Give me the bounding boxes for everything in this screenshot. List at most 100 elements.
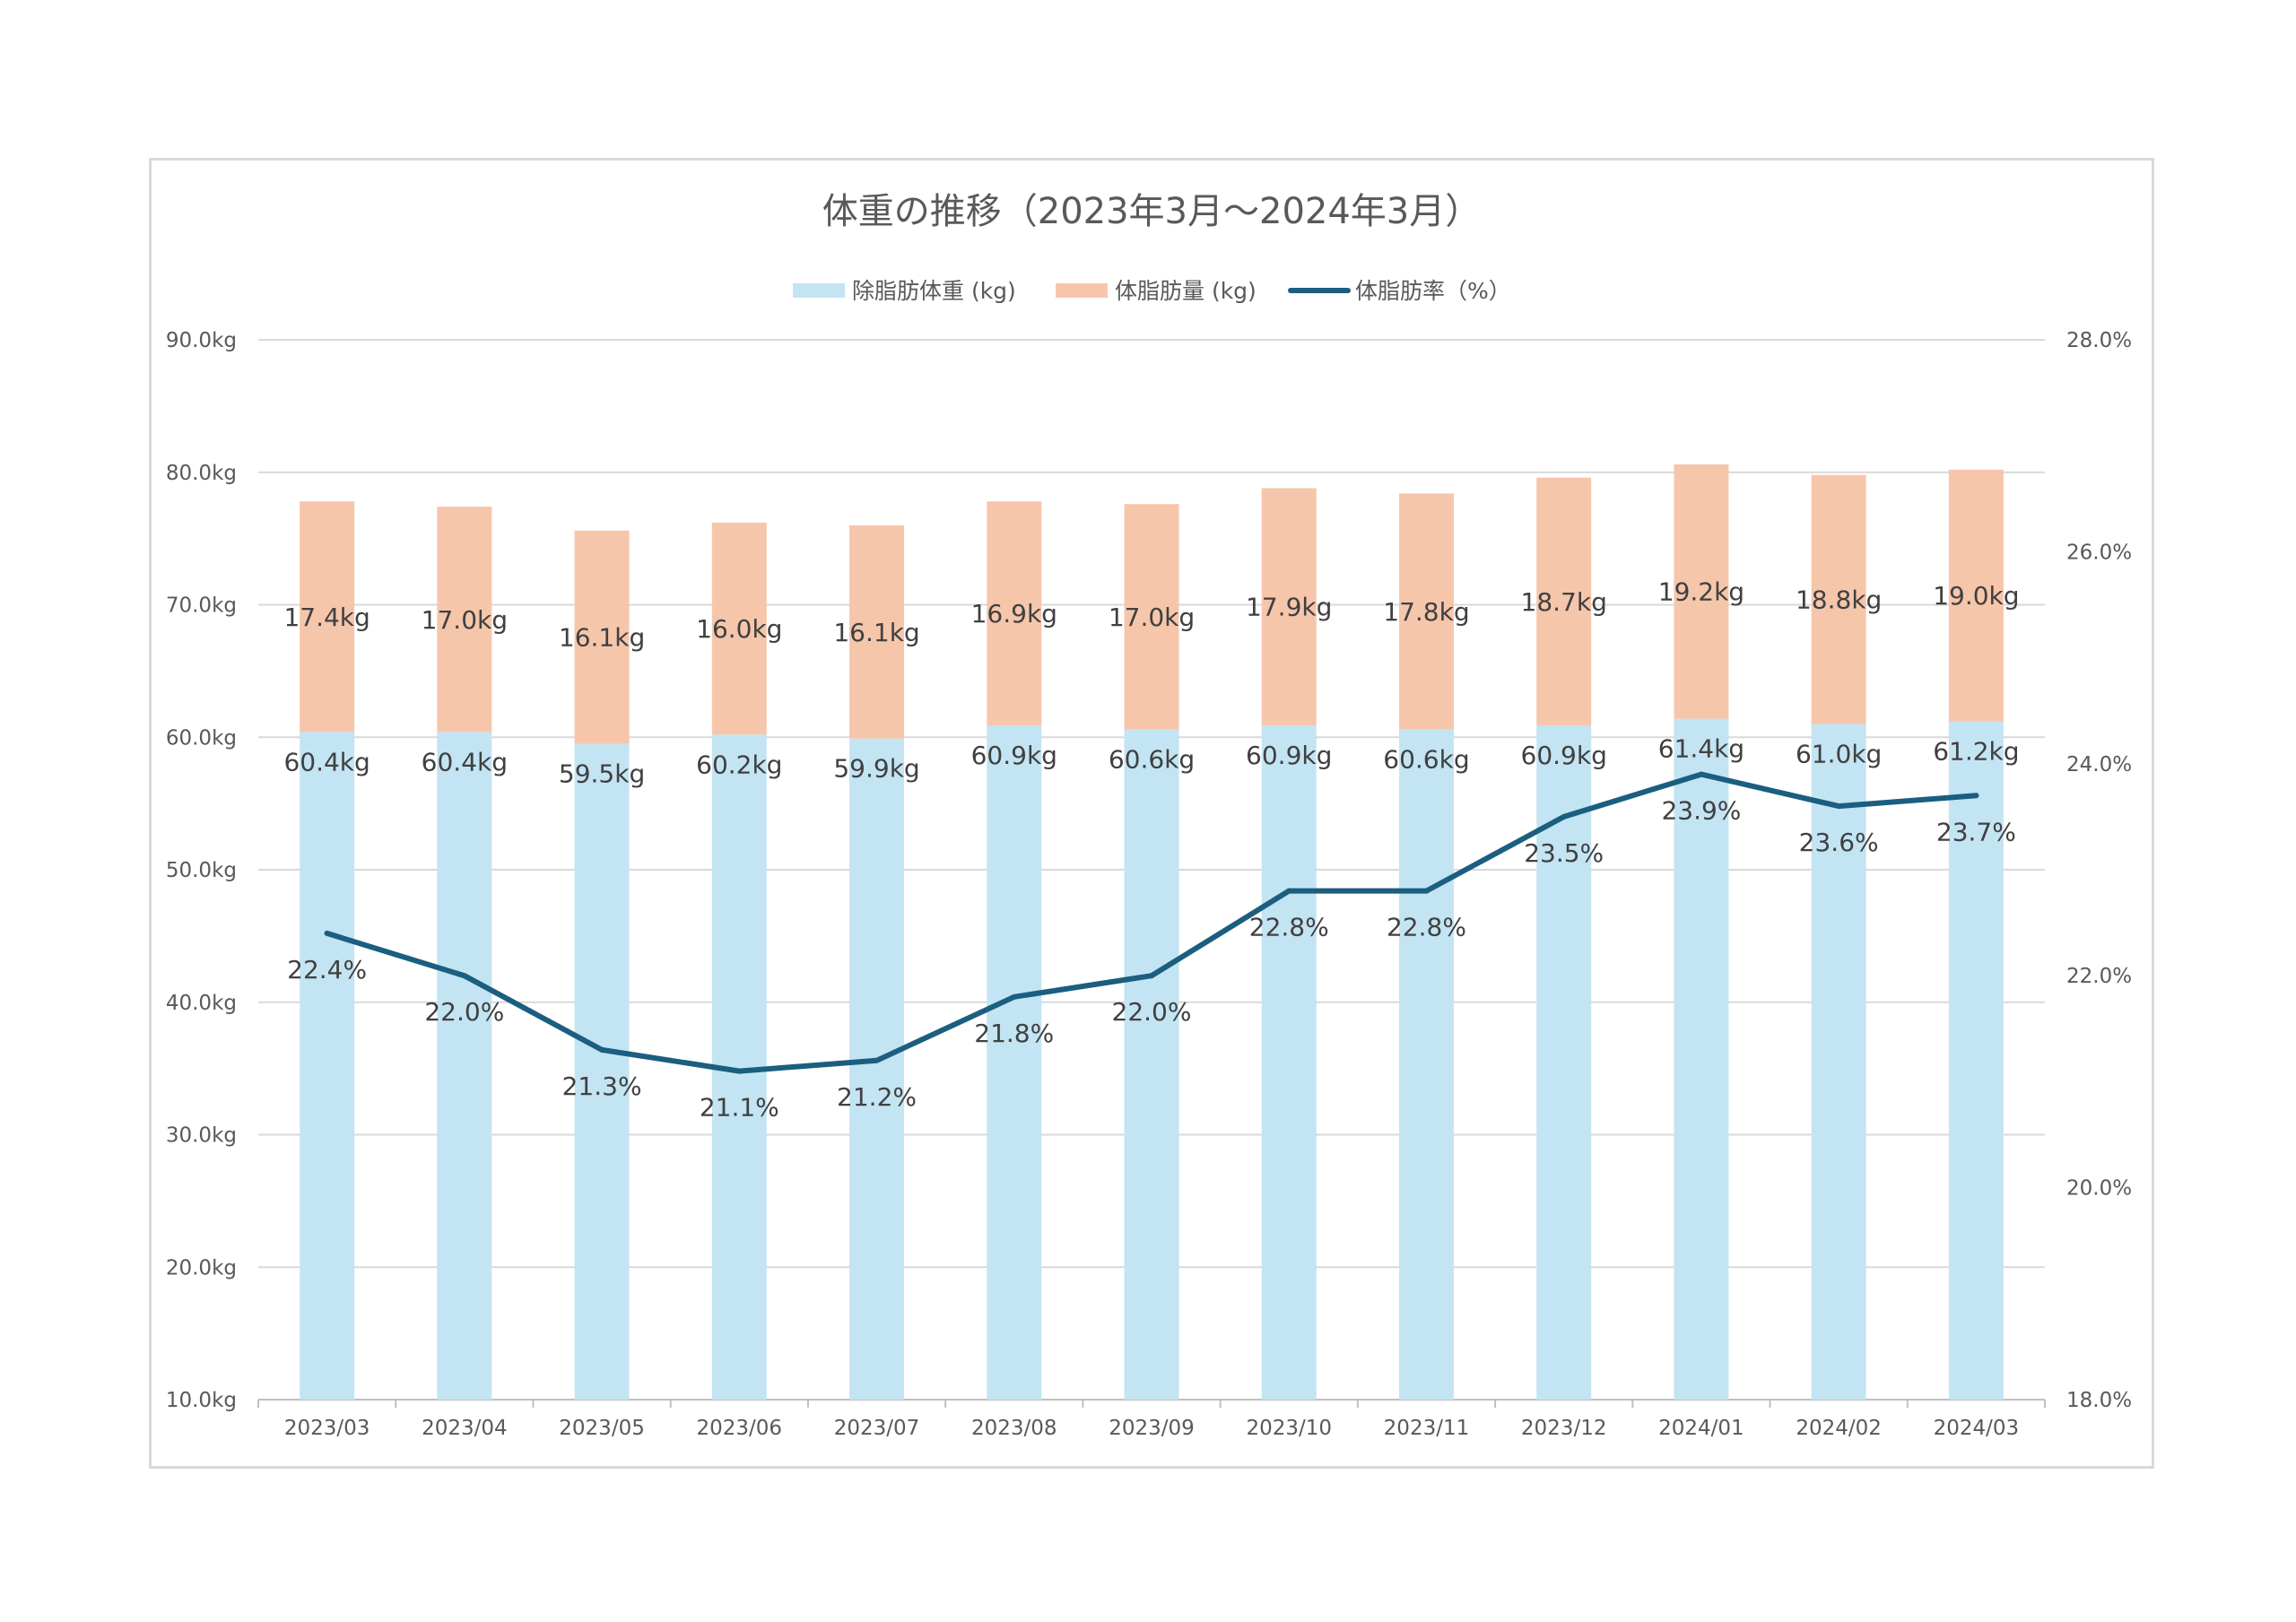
data-label-lean-mass: 61.2kg (1933, 737, 2019, 767)
fat-rate-point (461, 973, 467, 979)
data-label-fat-mass: 17.0kg (422, 605, 508, 635)
legend: 除脂肪体重 (kg) 体脂肪量 (kg) 体脂肪率（%） (793, 278, 1511, 304)
y-right-tick: 26.0% (2066, 541, 2132, 564)
chart-frame: 体重の推移（2023年3月～2024年3月） 除脂肪体重 (kg) 体脂肪量 (k… (149, 158, 2154, 1469)
bar-lean-mass (1398, 729, 1454, 1400)
data-label-fat-rate: 21.3% (562, 1071, 642, 1101)
x-tick-label: 2024/03 (1934, 1417, 2020, 1440)
bar-lean-mass (300, 732, 355, 1400)
data-label-fat-rate: 22.0% (424, 997, 504, 1027)
data-label-fat-rate: 21.1% (700, 1093, 779, 1123)
y-left-tick: 50.0kg (166, 859, 237, 882)
y-left-tick: 60.0kg (166, 726, 237, 750)
fat-rate-point (1561, 813, 1567, 820)
legend-swatch (793, 283, 845, 298)
data-label-fat-mass: 17.4kg (283, 603, 370, 632)
x-axis: 2023/03 2023/04 2023/05 2023/06 2023/07 2023/… (257, 1399, 2046, 1440)
bar-fat-mass (987, 501, 1042, 725)
y-right-tick: 28.0% (2066, 329, 2132, 352)
x-tick-label: 2024/01 (1658, 1417, 1744, 1440)
data-label-lean-mass: 60.9kg (1521, 741, 1607, 770)
bar-lean-mass (574, 743, 630, 1400)
data-label-fat-rate: 23.7% (1936, 817, 2016, 846)
data-label-fat-rate: 21.2% (837, 1082, 917, 1112)
data-label-fat-mass: 16.0kg (696, 614, 782, 644)
x-tick-label: 2023/10 (1246, 1417, 1332, 1440)
fat-rate-point (1836, 803, 1842, 810)
bar-fat-mass (574, 530, 630, 744)
x-tick-label: 2023/08 (971, 1417, 1057, 1440)
fat-rate-point (874, 1057, 880, 1063)
data-label-lean-mass: 60.9kg (971, 741, 1057, 770)
y-left-tick: 20.0kg (166, 1256, 237, 1279)
bar-lean-mass (1674, 718, 1729, 1400)
data-label-fat-mass: 16.9kg (971, 599, 1057, 629)
data-label-lean-mass: 60.6kg (1383, 744, 1469, 774)
data-label-fat-mass: 17.9kg (1246, 593, 1332, 622)
bar-lean-mass (1811, 724, 1866, 1400)
bar-fat-mass (711, 522, 767, 735)
x-tick-label: 2023/05 (559, 1417, 645, 1440)
bar-lean-mass (1948, 721, 2004, 1400)
fat-rate-point (1149, 973, 1154, 979)
data-label-lean-mass: 60.4kg (283, 747, 370, 776)
y-left-tick: 90.0kg (166, 329, 237, 352)
fat-rate-point (1698, 771, 1704, 777)
combo-chart: 体重の推移（2023年3月～2024年3月） 除脂肪体重 (kg) 体脂肪量 (k… (166, 191, 2132, 1440)
data-label-fat-mass: 18.7kg (1521, 587, 1607, 617)
legend-swatch (1056, 283, 1108, 298)
fat-rate-point (1286, 888, 1292, 894)
y-left-tick: 30.0kg (166, 1124, 237, 1148)
x-tick-label: 2023/09 (1109, 1417, 1195, 1440)
x-tick-label: 2023/03 (284, 1417, 370, 1440)
data-label-lean-mass: 60.9kg (1246, 741, 1332, 770)
data-label-fat-rate: 22.8% (1387, 913, 1466, 942)
data-label-fat-mass: 17.8kg (1383, 597, 1469, 627)
bar-fat-mass (300, 501, 355, 733)
data-labels: 60.4kg 17.4kg 60.4kg 17.0kg 59.5kg 16.1kg 60.2… (283, 577, 2019, 1123)
bar-lean-mass (987, 724, 1042, 1400)
x-tick-label: 2023/12 (1521, 1417, 1607, 1440)
data-label-lean-mass: 61.4kg (1658, 734, 1744, 764)
data-label-lean-mass: 61.0kg (1796, 739, 1882, 768)
fat-rate-line (324, 771, 1979, 1074)
data-label-fat-mass: 19.0kg (1933, 581, 2019, 611)
y-left-tick: 40.0kg (166, 992, 237, 1015)
data-label-fat-rate: 23.5% (1524, 838, 1604, 868)
x-tick-label: 2023/04 (422, 1417, 508, 1440)
x-tick-label: 2023/11 (1384, 1417, 1470, 1440)
data-label-lean-mass: 60.2kg (696, 750, 782, 779)
data-label-fat-mass: 17.0kg (1109, 603, 1195, 632)
fat-rate-point (736, 1068, 743, 1074)
bars (300, 464, 2004, 1400)
x-tick-label: 2023/06 (697, 1417, 783, 1440)
data-label-fat-rate: 22.0% (1112, 997, 1192, 1027)
bar-fat-mass (1124, 504, 1179, 730)
bar-fat-mass (1261, 488, 1317, 725)
bar-lean-mass (1536, 724, 1592, 1400)
bar-fat-mass (1948, 469, 2004, 722)
data-label-fat-mass: 19.2kg (1658, 577, 1744, 607)
data-label-fat-rate: 22.4% (287, 955, 367, 984)
legend-label: 除脂肪体重 (kg) (852, 278, 1016, 304)
chart-title: 体重の推移（2023年3月～2024年3月） (822, 191, 1482, 232)
x-tick-label: 2023/07 (834, 1417, 920, 1440)
y-right-tick: 18.0% (2066, 1389, 2132, 1412)
y-axis-left: 10.0kg 20.0kg 30.0kg 40.0kg 50.0kg 60.0kg 70.0… (166, 329, 237, 1412)
fat-rate-point (324, 930, 330, 936)
data-label-lean-mass: 59.9kg (833, 754, 919, 784)
y-left-tick: 10.0kg (166, 1389, 237, 1412)
y-left-tick: 80.0kg (166, 462, 237, 485)
data-label-fat-mass: 16.1kg (833, 618, 919, 647)
bar-lean-mass (849, 738, 905, 1400)
data-label-fat-rate: 22.8% (1249, 913, 1329, 942)
bar-fat-mass (1674, 464, 1729, 719)
bar-fat-mass (1536, 477, 1592, 725)
bar-lean-mass (437, 732, 492, 1400)
legend-label: 体脂肪量 (kg) (1115, 278, 1257, 304)
bar-fat-mass (437, 507, 492, 733)
bar-lean-mass (1124, 729, 1179, 1400)
data-label-fat-rate: 21.8% (974, 1019, 1054, 1048)
bar-lean-mass (1261, 724, 1317, 1400)
y-axis-right: 18.0% 20.0% 22.0% 24.0% 26.0% 28.0% (2066, 329, 2132, 1412)
